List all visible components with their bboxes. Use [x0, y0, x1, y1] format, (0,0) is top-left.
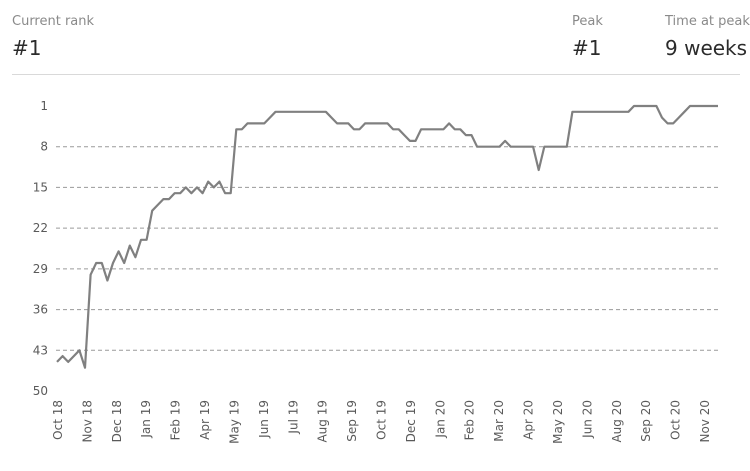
y-tick-label: 1 [40, 99, 48, 113]
x-tick-label: Aug 20 [610, 400, 624, 443]
current-rank-value: #1 [12, 36, 42, 60]
rank-series-line [56, 104, 718, 369]
x-tick-label: Mar 20 [492, 400, 506, 442]
current-rank-stat: Current rank #1 [12, 14, 94, 61]
peak-value: #1 [572, 36, 602, 60]
y-tick-label: 36 [33, 303, 48, 317]
x-tick-label: Sep 19 [345, 400, 359, 442]
x-tick-label: Oct 18 [51, 400, 65, 440]
x-tick-label: Apr 20 [522, 400, 536, 440]
time-at-peak-label: Time at peak [665, 14, 750, 29]
x-tick-label: Aug 19 [316, 400, 330, 443]
x-tick-label: Dec 19 [404, 400, 418, 442]
x-tick-label: Nov 20 [698, 400, 712, 443]
y-tick-label: 29 [33, 262, 48, 276]
x-tick-label: Oct 20 [669, 400, 683, 440]
time-at-peak-stat: Time at peak 9 weeks [665, 14, 750, 61]
x-tick-label: May 19 [227, 400, 241, 444]
x-tick-label: May 20 [551, 400, 565, 444]
x-tick-label: Jun 19 [257, 400, 271, 439]
y-tick-label: 50 [33, 384, 48, 398]
x-tick-label: Sep 20 [639, 400, 653, 442]
x-tick-label: Feb 20 [463, 400, 477, 440]
peak-label: Peak [572, 14, 603, 29]
x-tick-label: Jan 20 [433, 400, 447, 439]
y-tick-label: 43 [33, 343, 48, 357]
peak-stat: Peak #1 [572, 14, 603, 61]
y-tick-label: 15 [33, 180, 48, 194]
current-rank-label: Current rank [12, 14, 95, 29]
x-tick-label: Dec 18 [110, 400, 124, 442]
x-tick-label: Jun 20 [580, 400, 594, 439]
x-tick-label: Jan 19 [139, 400, 153, 439]
x-tick-label: Jul 19 [286, 400, 300, 435]
x-tick-label: Nov 18 [80, 400, 94, 443]
time-at-peak-value: 9 weeks [665, 36, 748, 60]
y-tick-label: 22 [33, 221, 48, 235]
x-tick-label: Feb 19 [169, 400, 183, 440]
y-tick-label: 8 [40, 140, 48, 154]
x-tick-label: Oct 19 [375, 400, 389, 440]
header-divider [12, 74, 740, 75]
x-tick-label: Apr 19 [198, 400, 212, 440]
